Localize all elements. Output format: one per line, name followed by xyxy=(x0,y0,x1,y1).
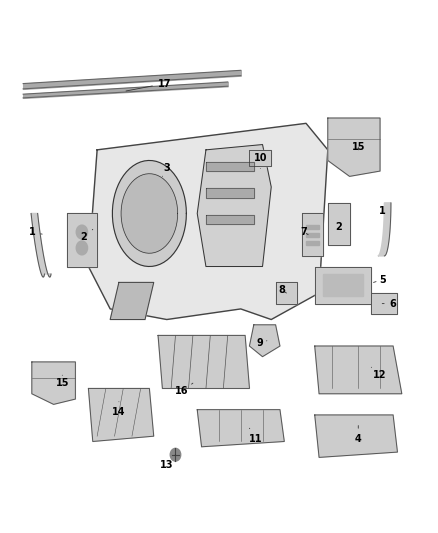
Bar xyxy=(306,225,319,229)
Text: 12: 12 xyxy=(371,367,387,380)
Text: 9: 9 xyxy=(257,338,267,349)
Text: 8: 8 xyxy=(279,285,286,295)
Polygon shape xyxy=(32,362,75,405)
Text: 7: 7 xyxy=(300,227,308,237)
Polygon shape xyxy=(315,346,402,394)
Polygon shape xyxy=(121,174,178,253)
Polygon shape xyxy=(328,118,380,176)
Circle shape xyxy=(170,448,181,461)
Polygon shape xyxy=(206,188,254,198)
Polygon shape xyxy=(315,266,371,304)
Polygon shape xyxy=(197,410,284,447)
Polygon shape xyxy=(302,214,323,256)
Polygon shape xyxy=(371,293,397,314)
Bar xyxy=(323,274,363,296)
Text: 1: 1 xyxy=(379,206,385,216)
Text: 15: 15 xyxy=(352,142,365,152)
Text: 1: 1 xyxy=(28,227,42,237)
Polygon shape xyxy=(197,144,271,266)
Polygon shape xyxy=(88,389,154,441)
Polygon shape xyxy=(158,335,250,389)
Text: 5: 5 xyxy=(374,274,385,285)
Bar xyxy=(306,233,319,237)
Text: 3: 3 xyxy=(162,164,170,176)
Circle shape xyxy=(76,225,88,239)
Polygon shape xyxy=(31,214,51,277)
Text: 14: 14 xyxy=(112,402,126,417)
Polygon shape xyxy=(378,203,391,256)
Text: 6: 6 xyxy=(382,298,396,309)
Polygon shape xyxy=(250,150,271,166)
Polygon shape xyxy=(276,282,297,304)
Polygon shape xyxy=(328,203,350,245)
Text: 2: 2 xyxy=(81,229,93,243)
Text: 11: 11 xyxy=(249,428,263,444)
Text: 2: 2 xyxy=(336,222,342,232)
Bar xyxy=(306,241,319,245)
Text: 10: 10 xyxy=(254,153,267,168)
Circle shape xyxy=(76,241,88,255)
Text: 13: 13 xyxy=(160,455,176,470)
Text: 15: 15 xyxy=(56,375,69,388)
Polygon shape xyxy=(110,282,154,319)
Polygon shape xyxy=(315,415,397,457)
Polygon shape xyxy=(88,123,328,319)
Polygon shape xyxy=(67,214,97,266)
Text: 4: 4 xyxy=(355,425,362,444)
Polygon shape xyxy=(113,160,186,266)
Text: 17: 17 xyxy=(126,78,171,91)
Polygon shape xyxy=(206,161,254,171)
Text: 16: 16 xyxy=(175,383,193,396)
Polygon shape xyxy=(250,325,280,357)
Polygon shape xyxy=(206,215,254,224)
